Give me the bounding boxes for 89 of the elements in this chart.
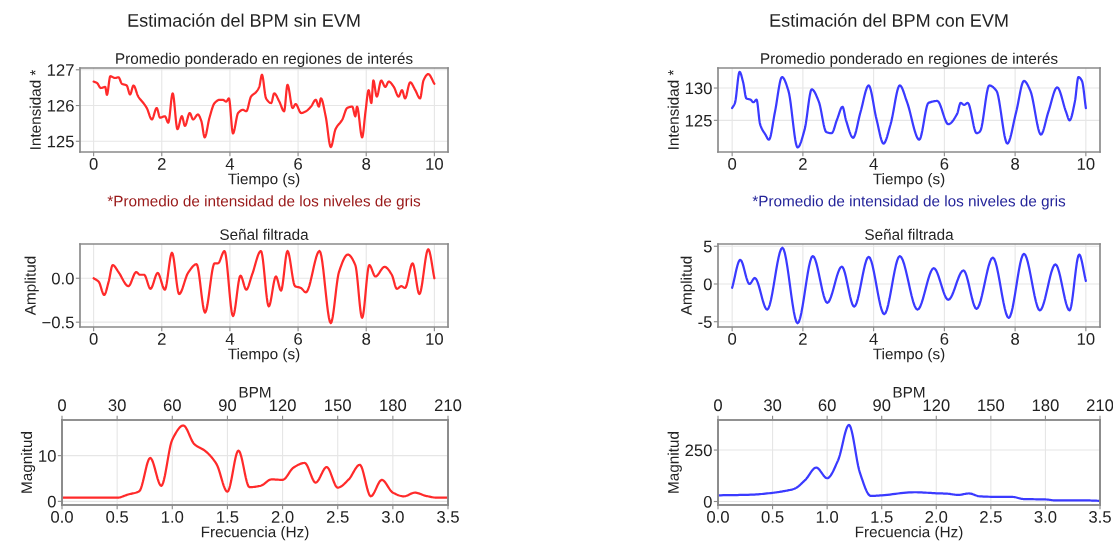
x-tick-label: 0 <box>89 333 98 345</box>
x-tick-label: 4 <box>869 333 878 345</box>
x-tick-label: 6 <box>940 333 949 345</box>
x-tick-label: 1.0 <box>816 511 839 523</box>
text: *Promedio de intensidad de los niveles de gris <box>752 195 1066 210</box>
x-tick-label: 3.0 <box>381 511 404 523</box>
x-tick-label: 2.0 <box>271 511 294 523</box>
x-axis-title: Tiempo (s) <box>873 348 945 363</box>
x-tick-label: 8 <box>1011 333 1020 345</box>
y-tick-label: 126 <box>47 99 74 112</box>
x-tick-label: 10 <box>426 158 443 170</box>
x-tick-label: 2 <box>157 333 166 345</box>
x-tick-label: 4 <box>225 158 235 170</box>
y-tick-label: 250 <box>685 444 712 457</box>
text: Estimación del BPM con EVM <box>770 13 1008 27</box>
y-tick-label: 125 <box>47 135 74 148</box>
x-tick-label: 10 <box>1077 158 1095 170</box>
x-tick-label: 3.5 <box>1089 511 1111 523</box>
x2-tick-label: 30 <box>763 399 782 412</box>
x-tick-label: 1.5 <box>871 511 893 523</box>
x-tick-label: 0 <box>728 158 737 170</box>
x-tick-label: 2 <box>799 158 807 170</box>
y-tick-label: 5 <box>703 240 712 253</box>
x-axis-title: Frecuencia (Hz) <box>201 526 309 541</box>
x2-axis-title: BPM <box>893 387 925 398</box>
chart-title: Señal filtrada <box>220 228 309 240</box>
x-tick-label: 0.5 <box>761 511 784 523</box>
x2-axis-title: BPM <box>239 387 271 398</box>
x-tick-label: 10 <box>426 333 443 345</box>
y-axis-title: Magnitud <box>20 432 36 493</box>
x-tick-label: 4 <box>225 333 235 345</box>
y-tick-label: 130 <box>685 82 712 95</box>
x-tick-label: 4 <box>869 158 878 170</box>
x-tick-label: 3.0 <box>1034 511 1057 523</box>
x-tick-label: 2 <box>799 333 807 345</box>
x-tick-label: 8 <box>1011 158 1020 170</box>
x2-tick-label: 0 <box>714 399 722 412</box>
x2-tick-label: 120 <box>269 399 296 412</box>
x-axis-title: Tiempo (s) <box>228 173 300 188</box>
x-axis-title: Frecuencia (Hz) <box>855 526 963 541</box>
y-tick-label: 127 <box>47 64 74 76</box>
x-tick-label: 6 <box>294 333 302 345</box>
x2-tick-label: 180 <box>380 399 407 412</box>
x-tick-label: 2.0 <box>925 511 948 523</box>
y-tick-label: 125 <box>685 114 712 127</box>
x-tick-label: 6 <box>294 158 302 170</box>
x2-tick-label: 210 <box>1086 399 1113 412</box>
chart-title: Promedio ponderado en regiones de interés <box>761 52 1058 67</box>
x2-tick-label: 30 <box>108 399 126 412</box>
x-tick-label: 2.5 <box>980 511 1002 523</box>
y-axis-title: Amplitud <box>24 256 39 316</box>
x-tick-label: 8 <box>362 158 371 170</box>
text: *Promedio de intensidad de los niveles de gris <box>107 195 421 210</box>
y-tick-label: −0.5 <box>42 316 74 329</box>
x2-tick-label: 60 <box>818 399 836 412</box>
x2-tick-label: 90 <box>873 399 891 412</box>
y-axis-title: Intensidad * <box>29 69 41 149</box>
x2-tick-label: 150 <box>978 399 1005 412</box>
y-axis-title: Intensidad * <box>667 69 679 149</box>
y-tick-label: 0 <box>703 495 712 508</box>
chart-title: Señal filtrada <box>865 228 954 240</box>
x-tick-label: 6 <box>940 158 949 170</box>
y-tick-label: -5 <box>698 316 712 328</box>
x-tick-label: 1.0 <box>161 511 184 523</box>
text: Estimación del BPM sin EVM <box>128 13 360 27</box>
x-axis-title: Tiempo (s) <box>873 173 945 188</box>
x-tick-label: 2 <box>157 158 166 170</box>
y-tick-label: 0 <box>703 278 712 291</box>
y-tick-label: 0 <box>47 495 56 508</box>
y-tick-label: 10 <box>39 450 56 462</box>
x2-tick-label: 150 <box>325 399 351 412</box>
y-axis-title: Amplitud <box>680 256 695 316</box>
x2-tick-label: 60 <box>163 399 181 412</box>
x-tick-label: 0 <box>728 333 737 345</box>
x-tick-label: 0 <box>89 158 98 170</box>
x-tick-label: 2.5 <box>326 511 349 523</box>
x-tick-label: 0.5 <box>106 511 129 523</box>
y-tick-label: 0.0 <box>51 272 74 285</box>
x-tick-label: 10 <box>1077 333 1095 345</box>
y-axis-title: Magnitud <box>667 432 682 493</box>
x2-tick-label: 120 <box>923 399 950 412</box>
x-tick-label: 1.5 <box>217 511 239 523</box>
chart-title: Promedio ponderado en regiones de interés <box>116 52 413 67</box>
x2-tick-label: 180 <box>1032 399 1059 412</box>
x2-tick-label: 90 <box>218 399 237 412</box>
x-tick-label: 3.5 <box>437 511 459 523</box>
x-tick-label: 8 <box>362 333 371 345</box>
x-axis-title: Tiempo (s) <box>228 348 300 363</box>
x2-tick-label: 210 <box>434 399 462 412</box>
